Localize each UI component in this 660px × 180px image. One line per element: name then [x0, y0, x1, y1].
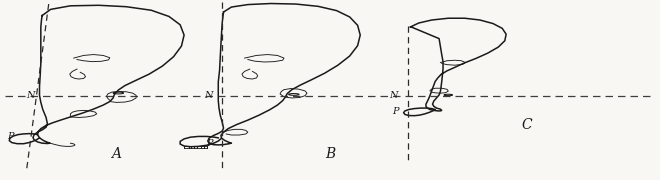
Text: N: N — [389, 91, 398, 100]
Text: C: C — [522, 118, 533, 132]
Text: N: N — [204, 91, 213, 100]
Text: A: A — [112, 147, 121, 161]
Text: P: P — [7, 132, 14, 141]
Text: B: B — [325, 147, 335, 161]
Text: P: P — [207, 139, 213, 148]
Text: N: N — [26, 91, 35, 100]
Text: P: P — [392, 107, 399, 116]
